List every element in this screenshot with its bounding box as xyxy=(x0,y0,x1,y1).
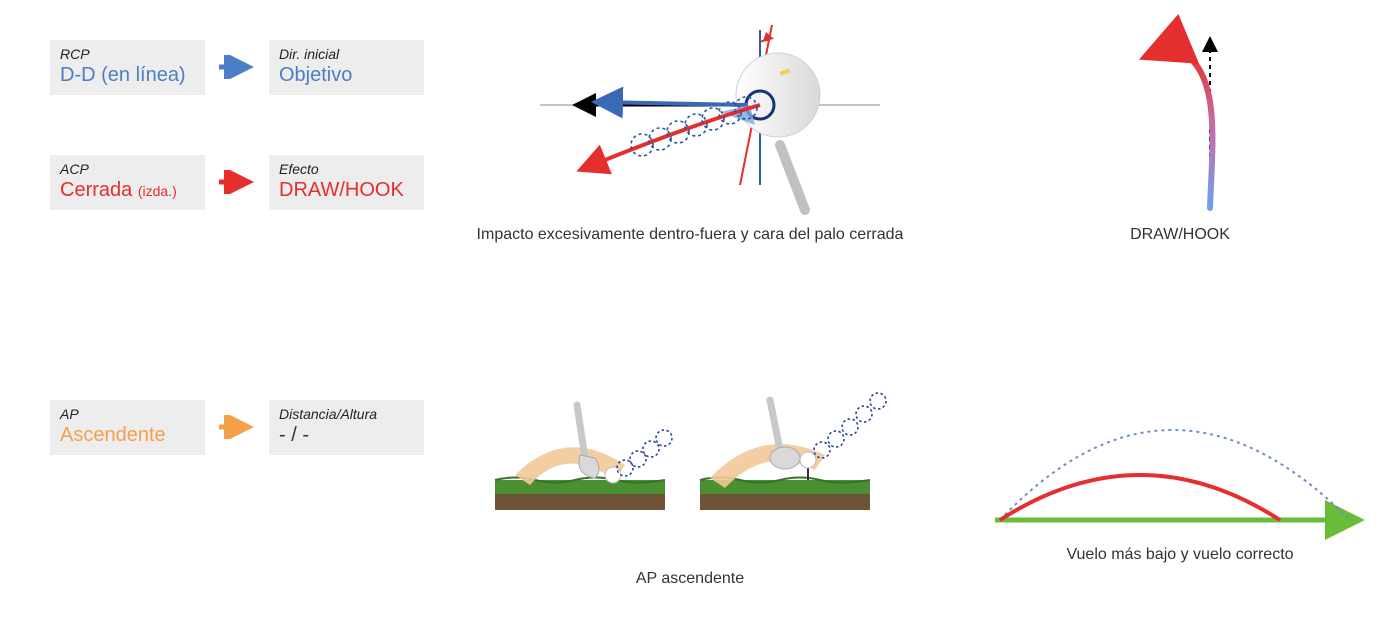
ap-label: AP xyxy=(60,406,195,423)
trajectory-svg xyxy=(980,360,1380,540)
ap-value: Ascendente xyxy=(60,423,195,447)
acp-value-sub: (izda.) xyxy=(138,183,177,199)
dir-inicial-value: Objetivo xyxy=(279,63,414,87)
dist-alt-value: - / - xyxy=(279,423,414,447)
arrow-icon xyxy=(217,415,257,439)
dir-inicial-box: Dir. inicial Objetivo xyxy=(269,40,424,95)
acp-value-main: Cerrada xyxy=(60,179,132,201)
acp-label: ACP xyxy=(60,161,195,178)
rcp-value: D-D (en línea) xyxy=(60,63,195,87)
ap-box: AP Ascendente xyxy=(50,400,205,455)
rcp-label: RCP xyxy=(60,46,195,63)
impact-diagram: Impacto excesivamente dentro-fuera y car… xyxy=(420,10,960,310)
impact-caption: Impacto excesivamente dentro-fuera y car… xyxy=(477,226,904,244)
efecto-value: DRAW/HOOK xyxy=(279,178,414,202)
efecto-label: Efecto xyxy=(279,161,414,178)
dir-inicial-label: Dir. inicial xyxy=(279,46,414,63)
parameters-bottom: AP Ascendente Distancia/Altura - / - xyxy=(0,310,420,610)
rcp-box: RCP D-D (en línea) xyxy=(50,40,205,95)
flight-shape-diagram: DRAW/HOOK xyxy=(960,10,1400,310)
impact-topview-svg xyxy=(460,10,920,220)
dist-alt-box: Distancia/Altura - / - xyxy=(269,400,424,455)
efecto-box: Efecto DRAW/HOOK xyxy=(269,155,424,210)
trajectory-caption: Vuelo más bajo y vuelo correcto xyxy=(1066,546,1293,564)
acp-value: Cerrada (izda.) xyxy=(60,178,195,202)
arrow-icon xyxy=(217,170,257,194)
flight-shape-caption: DRAW/HOOK xyxy=(1130,226,1230,244)
trajectory-diagram: Vuelo más bajo y vuelo correcto xyxy=(960,310,1400,610)
acp-pair: ACP Cerrada (izda.) Efecto DRAW/HOOK xyxy=(50,155,400,210)
dist-alt-label: Distancia/Altura xyxy=(279,406,414,423)
flight-shape-svg xyxy=(1070,10,1290,220)
arrow-icon xyxy=(217,55,257,79)
ap-pair: AP Ascendente Distancia/Altura - / - xyxy=(50,400,424,455)
rcp-pair: RCP D-D (en línea) Dir. inicial Objetivo xyxy=(50,40,400,95)
ap-ascending-caption: AP ascendente xyxy=(636,570,744,588)
ap-ascending-diagram: AP ascendente xyxy=(420,310,960,610)
ap-ascending-svg xyxy=(480,360,900,530)
parameters-top: RCP D-D (en línea) Dir. inicial Objetivo… xyxy=(0,10,420,310)
acp-box: ACP Cerrada (izda.) xyxy=(50,155,205,210)
